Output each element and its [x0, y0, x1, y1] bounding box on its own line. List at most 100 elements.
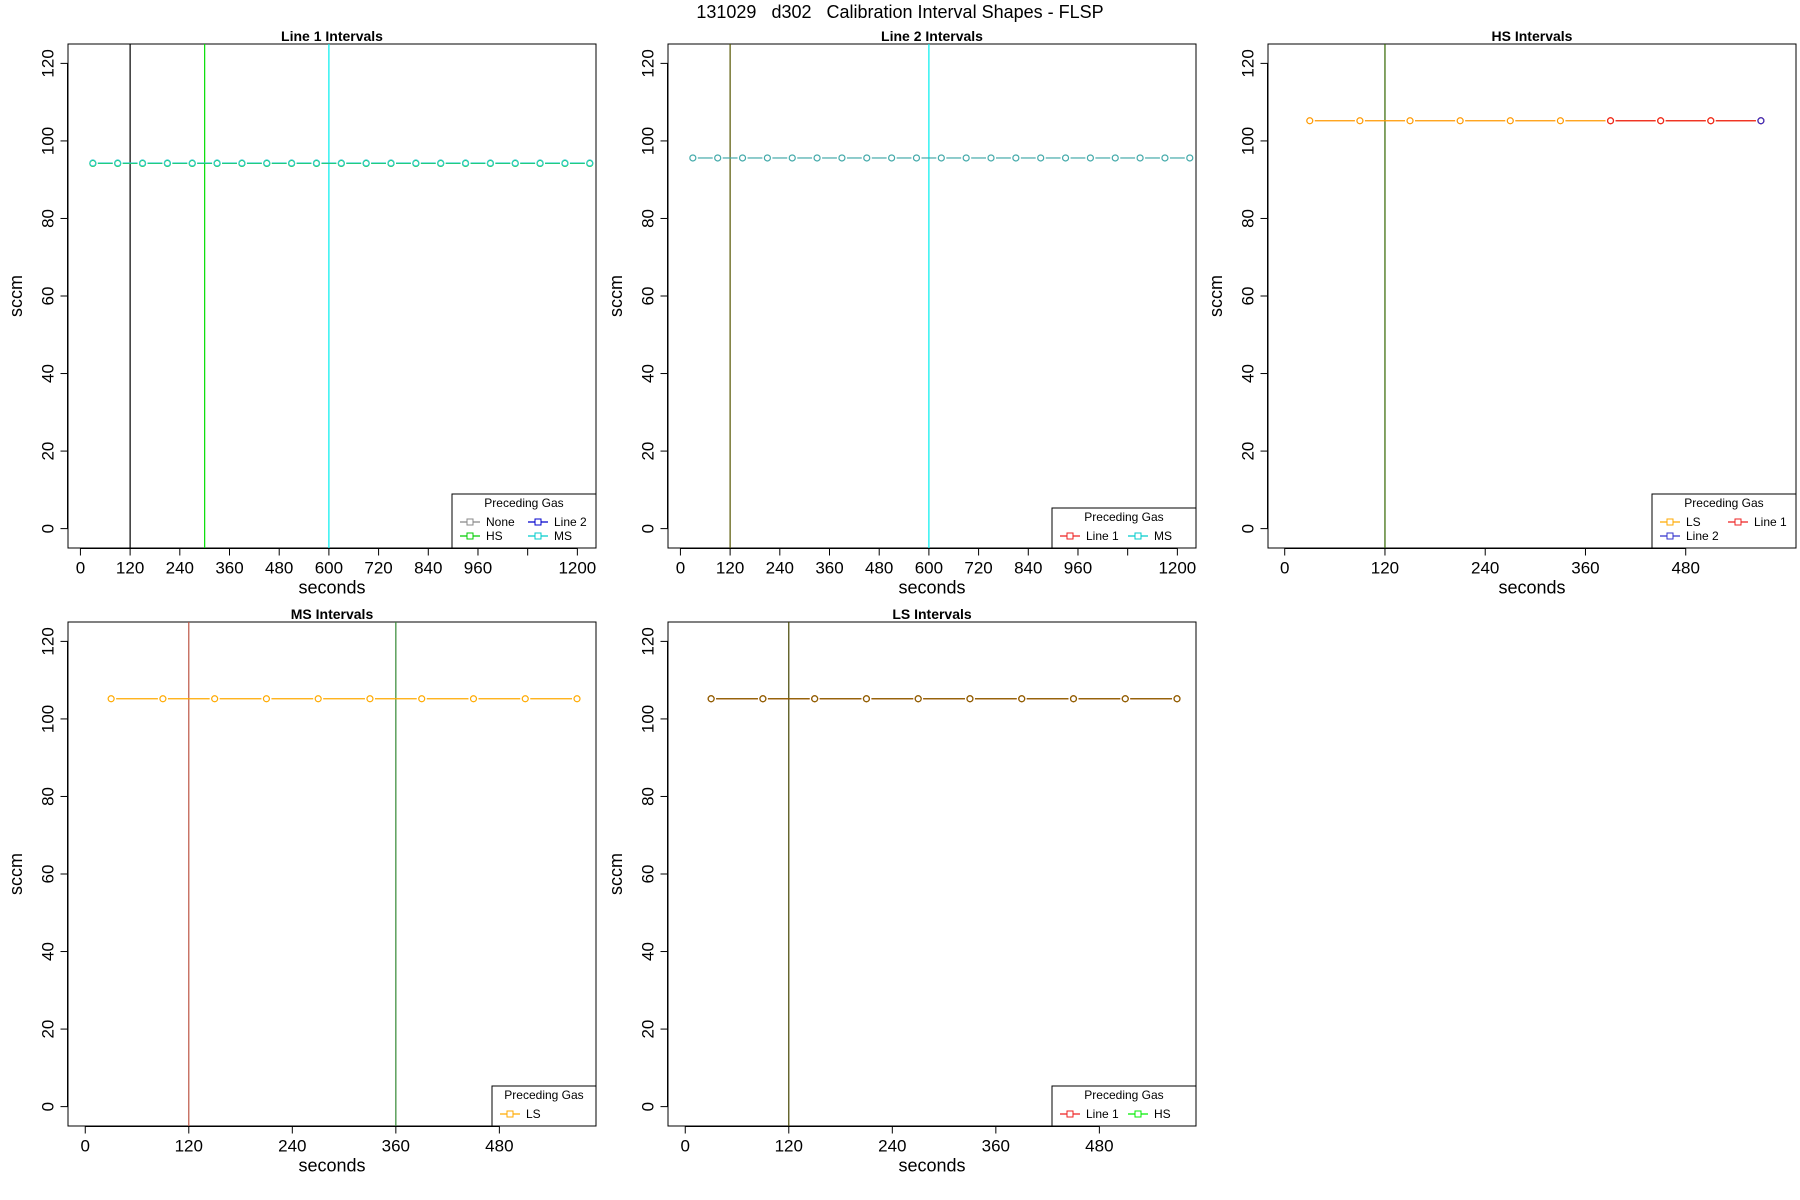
- legend-entry: MS: [528, 529, 572, 543]
- x-tick-label: 120: [775, 1137, 803, 1156]
- data-point: [1406, 117, 1414, 125]
- data-point: [759, 695, 767, 703]
- legend-entry: None: [460, 515, 515, 529]
- y-tick-label: 100: [639, 705, 658, 733]
- y-tick-label: 60: [39, 287, 58, 306]
- y-tick-label: 40: [39, 364, 58, 383]
- data-point: [962, 154, 970, 162]
- legend: Preceding Gas None Line 2 HS MS: [451, 493, 597, 549]
- y-tick-label: 100: [1239, 127, 1258, 155]
- data-point: [211, 695, 219, 703]
- legend: Preceding Gas LS Line 1 Line 2: [1651, 493, 1797, 549]
- data-point: [138, 159, 147, 167]
- plot-frame: [67, 621, 597, 1127]
- data-point: [1356, 117, 1364, 125]
- x-tick-label: 0: [81, 1137, 90, 1156]
- y-tick-label: 100: [39, 705, 58, 733]
- data-point: [107, 695, 115, 703]
- data-point: [486, 159, 494, 167]
- legend-symbol: [1666, 518, 1674, 526]
- legend-label: Line 2: [554, 515, 587, 529]
- legend-symbol: [506, 1110, 514, 1118]
- data-point: [437, 159, 445, 167]
- plot-frame: [667, 43, 1197, 549]
- legend-label: LS: [526, 1107, 541, 1121]
- y-tick-label: 20: [39, 442, 58, 461]
- data-point: [1657, 117, 1665, 125]
- x-axis-label: seconds: [898, 578, 965, 598]
- data-point: [366, 695, 374, 703]
- x-axis-label: seconds: [298, 1156, 365, 1176]
- legend-entry: Line 2: [1660, 529, 1719, 543]
- data-point: [888, 154, 896, 162]
- series-line-2: [1757, 117, 1765, 125]
- legend-label: LS: [1686, 515, 1701, 529]
- data-point: [1556, 117, 1565, 125]
- y-tick-label: 120: [39, 627, 58, 655]
- data-point: [1111, 154, 1119, 162]
- x-tick-label: 480: [1085, 1137, 1113, 1156]
- data-point: [536, 159, 544, 167]
- y-axis-label: sccm: [6, 275, 26, 317]
- y-tick-label: 0: [639, 524, 658, 533]
- x-tick-label: 360: [815, 559, 843, 578]
- x-tick-label: 480: [485, 1137, 513, 1156]
- data-point: [1506, 117, 1514, 125]
- data-point: [811, 695, 819, 703]
- data-point: [714, 154, 722, 162]
- data-point: [813, 154, 821, 162]
- data-point: [314, 695, 322, 703]
- data-point: [412, 159, 420, 167]
- legend-entry: Line 1: [1728, 515, 1787, 529]
- data-point: [89, 159, 97, 167]
- legend-label: MS: [1154, 529, 1172, 543]
- y-tick-label: 80: [39, 209, 58, 228]
- panel-title: MS Intervals: [291, 606, 374, 622]
- x-tick-label: 240: [766, 559, 794, 578]
- x-tick-label: 360: [382, 1137, 410, 1156]
- y-axis-label: sccm: [6, 853, 26, 895]
- y-tick-label: 80: [39, 787, 58, 806]
- data-point: [418, 695, 426, 703]
- page-title: 131029 d302 Calibration Interval Shapes …: [696, 2, 1104, 22]
- data-point: [1061, 154, 1070, 162]
- legend-label: HS: [1154, 1107, 1171, 1121]
- data-point: [788, 154, 796, 162]
- legend-entry: MS: [1128, 529, 1172, 543]
- y-tick-label: 100: [639, 127, 658, 155]
- y-tick-label: 80: [1239, 209, 1258, 228]
- y-tick-label: 60: [1239, 287, 1258, 306]
- legend-label: Line 1: [1754, 515, 1787, 529]
- legend-symbol: [534, 532, 542, 540]
- legend-box: [1051, 507, 1197, 549]
- x-tick-label: 120: [716, 559, 744, 578]
- data-point: [238, 159, 246, 167]
- y-tick-label: 0: [1239, 524, 1258, 533]
- legend-label: HS: [486, 529, 503, 543]
- y-tick-label: 100: [39, 127, 58, 155]
- x-tick-label: 120: [1371, 559, 1399, 578]
- y-tick-label: 60: [39, 865, 58, 884]
- y-tick-label: 120: [39, 49, 58, 77]
- data-point: [987, 154, 995, 162]
- data-point: [1069, 695, 1078, 703]
- data-point: [1018, 695, 1026, 703]
- data-point: [1306, 117, 1314, 125]
- data-point: [362, 159, 370, 167]
- x-tick-label: 720: [964, 559, 992, 578]
- legend-entry: HS: [460, 529, 503, 543]
- series-ms: [89, 159, 594, 167]
- data-point: [312, 159, 321, 167]
- legend-title: Preceding Gas: [1684, 496, 1763, 510]
- data-point: [114, 159, 122, 167]
- data-point: [707, 695, 715, 703]
- legend: Preceding Gas Line 1 HS: [1051, 1085, 1197, 1127]
- legend-symbol: [534, 518, 542, 526]
- panel-title: HS Intervals: [1492, 28, 1573, 44]
- x-tick-label: 120: [116, 559, 144, 578]
- data-point: [1707, 117, 1715, 125]
- x-tick-label: 480: [865, 559, 893, 578]
